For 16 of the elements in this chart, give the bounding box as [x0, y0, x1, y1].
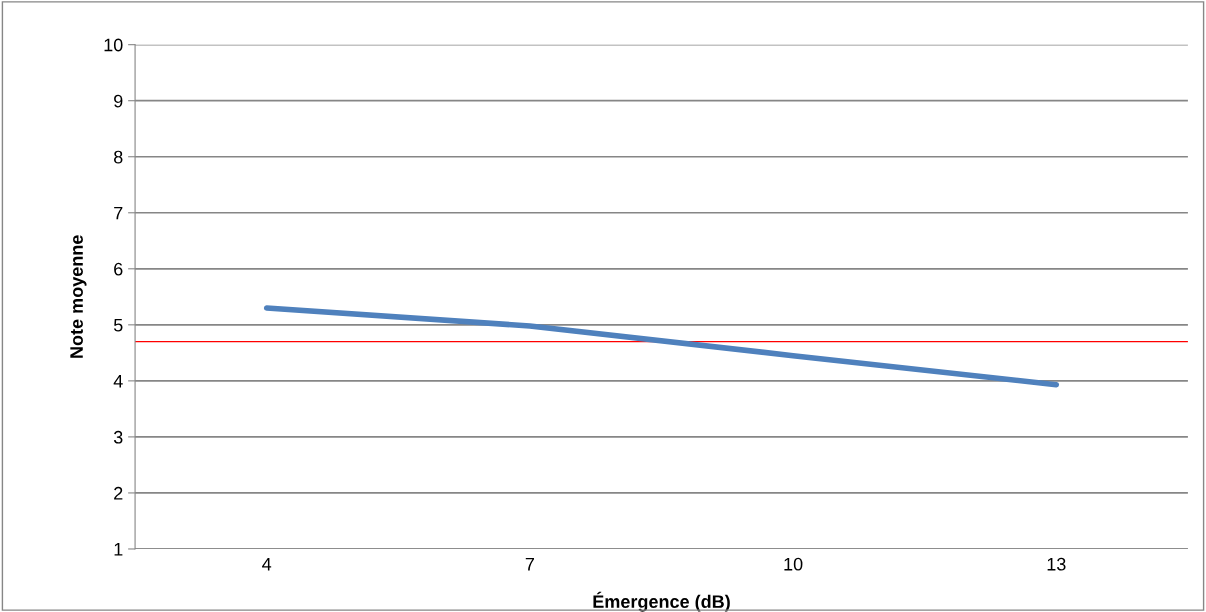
x-axis-title: Émergence (dB) — [593, 591, 730, 612]
y-tick-label: 6 — [114, 262, 123, 276]
y-tick-label: 1 — [114, 543, 123, 556]
x-tick-label: 7 — [525, 557, 534, 571]
y-axis-title: Note moyenne — [70, 235, 87, 358]
y-tick-label: 5 — [113, 318, 123, 332]
y-tick-label: 2 — [114, 486, 123, 500]
x-tick-label: 10 — [784, 557, 803, 571]
y-tick-label: 3 — [113, 430, 123, 444]
y-tick-label: 7 — [114, 206, 123, 220]
y-tick-label: 9 — [114, 94, 123, 108]
y-tick-label: 4 — [113, 374, 123, 388]
y-tick-label: 10 — [104, 38, 123, 52]
x-tick-label: 13 — [1047, 557, 1066, 571]
x-tick-label: 4 — [262, 557, 272, 571]
y-tick-label: 8 — [114, 150, 123, 164]
